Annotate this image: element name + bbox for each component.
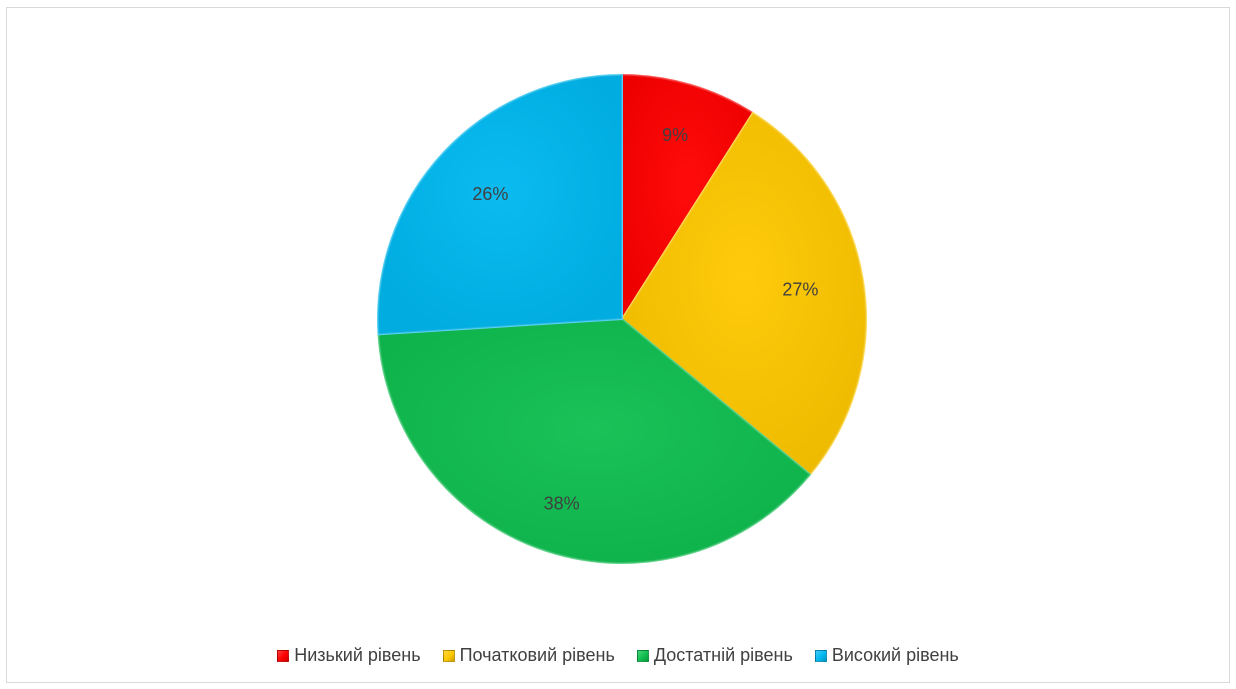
legend-swatch-low	[277, 649, 290, 662]
pie-slice-shading-low	[622, 75, 753, 319]
legend-item-high: Високий рівень	[814, 645, 959, 666]
data-label-sufficient: 38%	[544, 493, 580, 513]
data-label-initial: 27%	[782, 280, 818, 300]
legend-swatch-initial	[442, 649, 455, 662]
legend-label-sufficient: Достатній рівень	[653, 645, 793, 665]
legend-label-high: Високий рівень	[831, 645, 959, 665]
data-label-low: 9%	[662, 125, 688, 145]
legend-item-sufficient: Достатній рівень	[636, 645, 793, 666]
legend-swatch-sufficient	[636, 649, 649, 662]
legend-swatch-high	[814, 649, 827, 662]
legend-label-low: Низький рівень	[294, 645, 421, 665]
pie-slice-shading-initial	[622, 112, 866, 475]
pie-slice-shading-high	[378, 75, 622, 335]
legend-item-initial: Початковий рівень	[442, 645, 615, 666]
legend-label-initial: Початковий рівень	[459, 645, 615, 665]
legend: Низький рівень Початковий рівень Достатн…	[0, 645, 1236, 666]
data-label-high: 26%	[472, 184, 508, 204]
legend-item-low: Низький рівень	[277, 645, 421, 666]
pie-slice-shading-sufficient	[378, 319, 811, 563]
